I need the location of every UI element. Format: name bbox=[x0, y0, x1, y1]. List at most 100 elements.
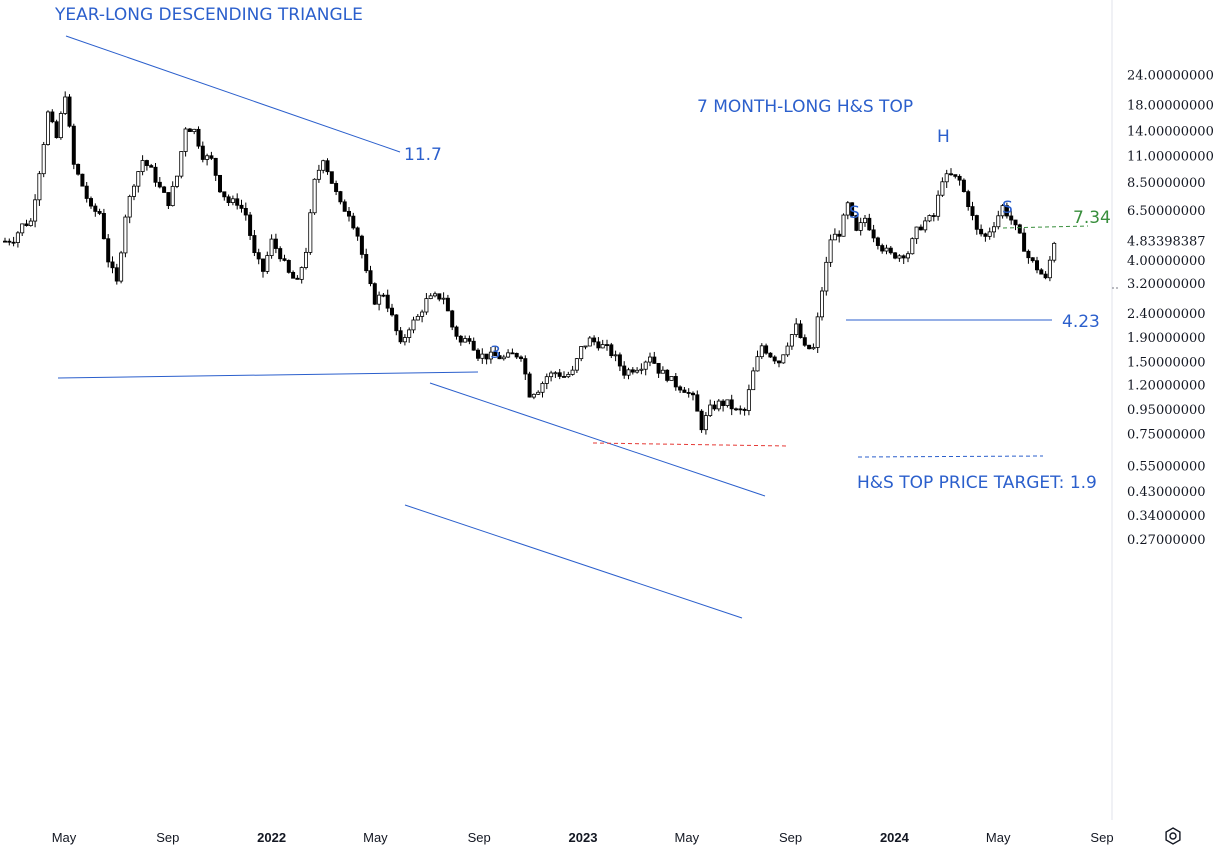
candle-body bbox=[441, 297, 446, 300]
gear-icon[interactable] bbox=[1163, 826, 1183, 846]
y-tick-label: 0.75000000 bbox=[1127, 427, 1206, 442]
candle-body bbox=[721, 400, 726, 406]
candle-body bbox=[308, 212, 313, 253]
channel-lower-trendline bbox=[404, 504, 743, 619]
candle-body bbox=[463, 338, 468, 343]
candle-body bbox=[1039, 269, 1044, 275]
candle-body bbox=[794, 323, 799, 336]
candle-body bbox=[407, 329, 412, 338]
candle-body bbox=[24, 223, 29, 226]
triangle-upper-trendline bbox=[65, 35, 401, 153]
candle-body bbox=[914, 226, 919, 240]
candle-body bbox=[639, 368, 644, 371]
candle-body bbox=[372, 283, 377, 305]
candle-body bbox=[940, 181, 945, 196]
candle-body bbox=[359, 235, 364, 255]
candle-body bbox=[282, 258, 287, 261]
candle-body bbox=[746, 389, 751, 411]
y-tick-label: 0.27000000 bbox=[1127, 533, 1206, 548]
candle-body bbox=[342, 201, 347, 212]
candle-body bbox=[570, 369, 575, 375]
candle-body bbox=[1009, 215, 1014, 221]
candle-body bbox=[867, 217, 872, 231]
candle-body bbox=[84, 185, 89, 199]
candle-body bbox=[385, 294, 390, 309]
candle-body bbox=[854, 215, 859, 231]
candle-body bbox=[497, 355, 502, 360]
candle-body bbox=[923, 220, 928, 231]
candle-body bbox=[1022, 232, 1027, 252]
candle-body bbox=[3, 240, 8, 243]
candle-body bbox=[824, 261, 829, 292]
candle-body bbox=[445, 297, 450, 312]
candle-body bbox=[802, 337, 807, 346]
candle-body bbox=[424, 298, 429, 313]
candle-body bbox=[501, 356, 506, 360]
candle-body bbox=[820, 290, 825, 318]
candle-body bbox=[127, 195, 132, 218]
y-tick-label: 18.00000000 bbox=[1127, 98, 1214, 113]
candle-body bbox=[1030, 257, 1035, 262]
candle-body bbox=[312, 178, 317, 214]
candle-body bbox=[1035, 260, 1040, 271]
candle-body bbox=[622, 365, 627, 376]
candle-body bbox=[278, 248, 283, 260]
candle-body bbox=[759, 345, 764, 358]
triangle-lower-trendline bbox=[57, 371, 479, 379]
candle-body bbox=[243, 207, 248, 216]
candle-body bbox=[845, 202, 850, 216]
candle-body bbox=[269, 238, 274, 256]
candle-body bbox=[660, 369, 665, 374]
candle-body bbox=[807, 344, 812, 350]
candle-body bbox=[695, 394, 700, 412]
candle-body bbox=[364, 254, 369, 272]
candle-body bbox=[50, 111, 55, 123]
y-tick-label: 1.50000000 bbox=[1127, 356, 1206, 371]
candle-body bbox=[488, 351, 493, 360]
candle-body bbox=[961, 179, 966, 193]
y-axis: 24.00000000 18.00000000 14.00000000 11.0000… bbox=[1127, 69, 1214, 548]
candle-body bbox=[936, 194, 941, 217]
channel-upper-trendline bbox=[429, 382, 766, 497]
y-tick-label: 0.55000000 bbox=[1127, 459, 1206, 474]
candle-body bbox=[338, 191, 343, 203]
candle-body bbox=[377, 294, 382, 305]
candle-body bbox=[832, 233, 837, 241]
candle-body bbox=[450, 310, 455, 328]
candle-body bbox=[863, 217, 868, 224]
candle-body bbox=[811, 347, 816, 350]
candle-body bbox=[957, 175, 962, 181]
candle-body bbox=[635, 369, 640, 373]
candle-body bbox=[566, 374, 571, 378]
candle-body bbox=[970, 206, 975, 216]
candle-body bbox=[286, 260, 291, 273]
candle-body bbox=[351, 215, 356, 229]
candle-body bbox=[248, 214, 253, 236]
candle-body bbox=[33, 199, 38, 222]
candle-body bbox=[273, 238, 278, 249]
candle-body bbox=[381, 294, 386, 297]
candle-body bbox=[205, 155, 210, 160]
candle-body bbox=[630, 369, 635, 373]
candle-body bbox=[119, 252, 124, 282]
triangle-lower-value: 3 bbox=[490, 343, 501, 363]
candle-body bbox=[742, 408, 747, 411]
candle-body bbox=[777, 360, 782, 364]
candle-body bbox=[751, 370, 756, 391]
candle-body bbox=[781, 354, 786, 364]
candle-body bbox=[725, 399, 730, 406]
candle-body bbox=[166, 192, 171, 207]
candle-body bbox=[523, 358, 528, 375]
candle-body bbox=[389, 307, 394, 316]
candle-body bbox=[592, 337, 597, 343]
candle-body bbox=[355, 227, 360, 237]
x-tick-label: Sep bbox=[1090, 830, 1113, 845]
candle-body bbox=[519, 356, 524, 359]
y-tick-label: 8.50000000 bbox=[1127, 176, 1206, 191]
right-shoulder-label: S bbox=[1002, 198, 1013, 218]
y-tick-label: 0.95000000 bbox=[1127, 403, 1206, 418]
y-tick-label: 6.50000000 bbox=[1127, 204, 1206, 219]
candle-body bbox=[966, 191, 971, 208]
candle-body bbox=[291, 271, 296, 279]
